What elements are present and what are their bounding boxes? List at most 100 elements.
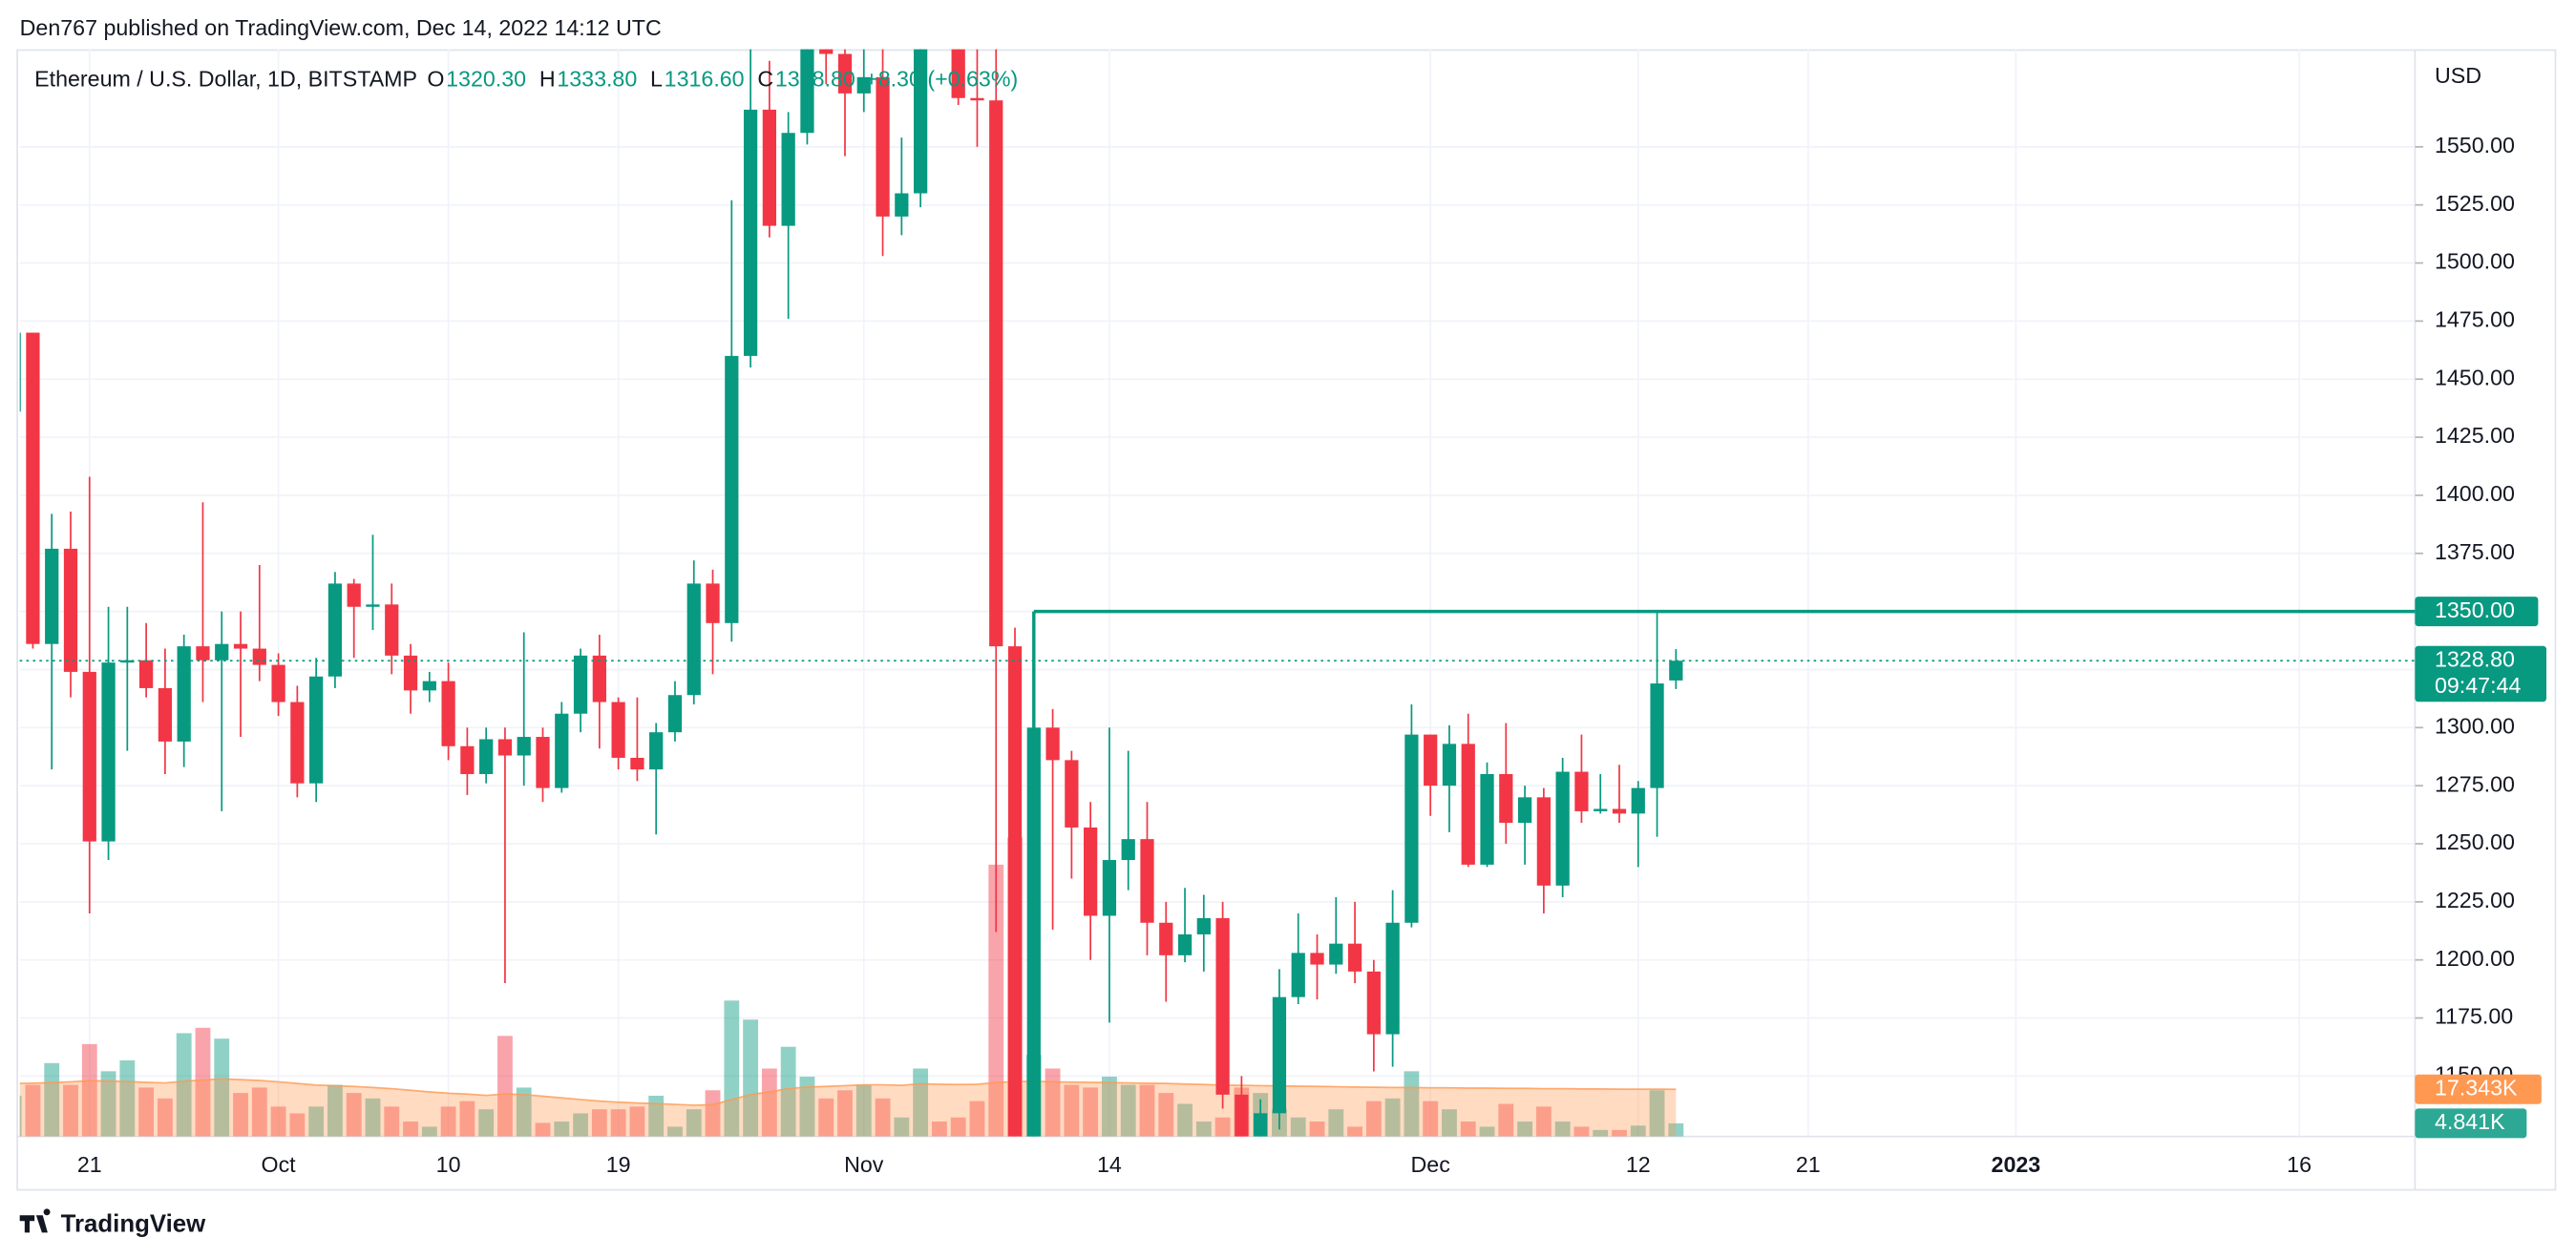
volume-bar	[421, 1126, 437, 1137]
candle-body	[366, 604, 380, 607]
volume-bar	[648, 1095, 665, 1137]
candle-body	[876, 76, 890, 217]
volume-bar	[724, 1000, 740, 1137]
volume-bar	[573, 1113, 588, 1137]
volume-bar	[1214, 1117, 1231, 1137]
volume-layer	[19, 837, 1684, 1137]
volume-bar	[251, 1087, 267, 1137]
candle-body	[271, 664, 285, 702]
volume-bar	[384, 1106, 400, 1137]
candle-body	[686, 583, 701, 696]
candle-body	[1574, 771, 1589, 811]
volume-bar	[988, 864, 1004, 1137]
candle-body	[573, 655, 588, 714]
y-tick-label: 1250.00	[2435, 829, 2515, 854]
volume-bar	[44, 1062, 60, 1137]
volume-bar	[365, 1098, 381, 1137]
candle-body	[19, 332, 21, 412]
x-tick-label: Nov	[844, 1152, 884, 1177]
candle-body	[1499, 773, 1513, 824]
volume-bar	[1668, 1122, 1684, 1137]
x-tick-label: 16	[2287, 1152, 2312, 1177]
candle-body	[630, 757, 644, 770]
volume-bar	[25, 1084, 41, 1137]
candle-body	[1159, 922, 1173, 955]
volume-bar	[1479, 1126, 1495, 1137]
level-label-box	[2415, 597, 2539, 627]
y-tick-label: 1500.00	[2435, 249, 2515, 274]
candle-body	[1272, 996, 1287, 1114]
candle-body	[1366, 971, 1381, 1035]
volume-bar	[346, 1093, 362, 1137]
volume-bar	[195, 1027, 211, 1137]
volume-bar	[516, 1087, 532, 1137]
legend-close-key: C	[757, 66, 773, 91]
candle-body	[1121, 839, 1135, 861]
volume-bar	[950, 1117, 966, 1137]
candle-body	[819, 49, 834, 54]
x-tick-label: 21	[1796, 1152, 1821, 1177]
candle-body	[327, 583, 343, 677]
volume-bar	[1064, 1084, 1080, 1137]
candle-body	[517, 737, 531, 756]
volume-bar	[1195, 1122, 1212, 1137]
volume-ma-label: 17.343K	[2435, 1075, 2518, 1100]
candle-body	[26, 332, 40, 644]
legend-low-key: L	[650, 66, 663, 91]
candle-body	[762, 109, 776, 226]
candle-body	[1140, 839, 1154, 923]
x-tick-label: 14	[1097, 1152, 1122, 1177]
candle-body	[309, 676, 324, 784]
volume-bar	[1649, 1090, 1665, 1137]
volume-bar	[459, 1101, 475, 1137]
volume-bar	[81, 1043, 97, 1137]
volume-bar	[1083, 1087, 1099, 1137]
candle-body	[1461, 744, 1475, 865]
candle-body	[1347, 943, 1362, 972]
candle-body	[951, 49, 965, 98]
candle-body	[781, 133, 795, 226]
volume-bar	[743, 1019, 759, 1137]
volume-bar	[686, 1109, 702, 1137]
candle-body	[706, 583, 720, 623]
candle-body	[913, 49, 928, 194]
volume-bar	[855, 1084, 872, 1137]
candle-body	[1594, 808, 1608, 811]
volume-bar	[1102, 1077, 1117, 1137]
x-tick-label: Dec	[1411, 1152, 1450, 1177]
candle-body	[555, 713, 569, 788]
brand-logo: TradingView	[19, 1208, 206, 1237]
candle-body	[536, 737, 550, 788]
candle-body	[385, 604, 399, 656]
volume-bar	[629, 1106, 645, 1137]
candle-body	[856, 76, 871, 94]
candle-body	[1084, 827, 1098, 916]
volume-bar	[1139, 1084, 1155, 1137]
volume-bar	[1460, 1122, 1476, 1137]
candle-body	[1480, 773, 1494, 865]
x-tick-label: 2023	[1992, 1152, 2041, 1177]
volume-bar	[1573, 1126, 1590, 1137]
candle-body	[743, 109, 758, 356]
volume-bar	[138, 1087, 155, 1137]
y-tick-label: 1425.00	[2435, 423, 2515, 448]
y-tick-label: 1200.00	[2435, 946, 2515, 971]
volume-bar	[554, 1122, 570, 1137]
candle-body	[63, 548, 78, 672]
candle-body	[1536, 797, 1551, 886]
volume-bar	[1309, 1122, 1325, 1137]
volume-bar	[63, 1084, 78, 1137]
countdown-label: 09:47:44	[2435, 673, 2521, 698]
volume-bar	[289, 1113, 306, 1137]
volume-bar	[913, 1068, 929, 1137]
legend-close: 1328.80	[775, 66, 855, 91]
candle-body	[1215, 917, 1230, 1095]
y-tick-label: 1550.00	[2435, 133, 2515, 157]
volume-bar	[667, 1126, 683, 1137]
legend: Ethereum / U.S. Dollar, 1D, BITSTAMP O 132…	[34, 66, 1018, 91]
volume-bar	[894, 1117, 910, 1137]
volume-bar	[535, 1122, 551, 1137]
y-tick-label: 1375.00	[2435, 539, 2515, 564]
volume-bar	[837, 1090, 853, 1137]
volume-bar	[440, 1106, 456, 1137]
